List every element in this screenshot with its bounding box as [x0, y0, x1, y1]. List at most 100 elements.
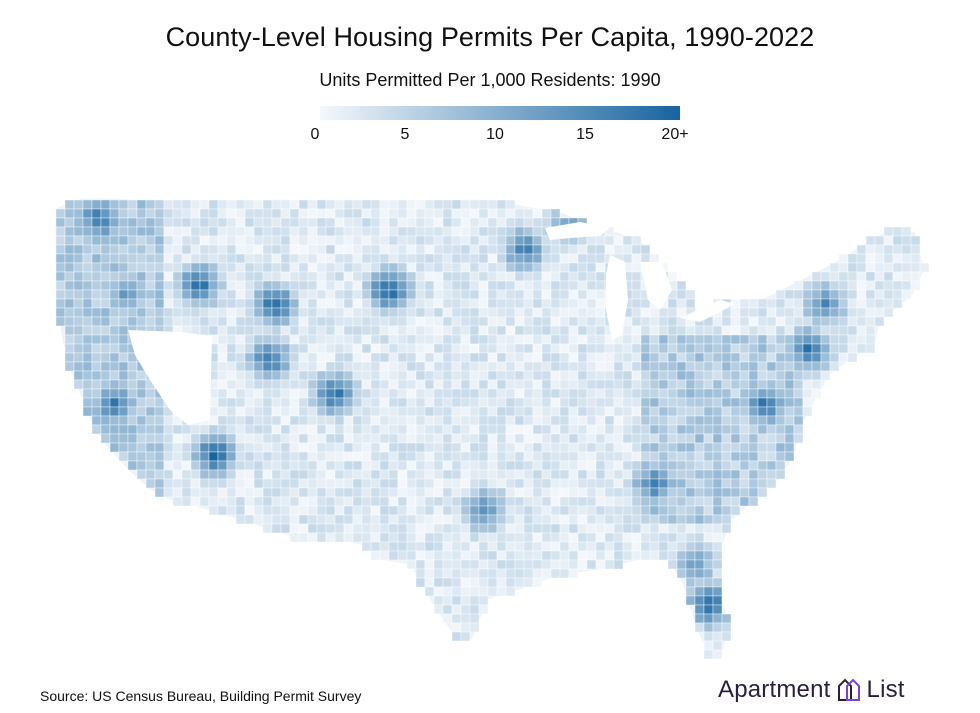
- county-cell: [865, 343, 876, 354]
- county-cell: [361, 298, 372, 309]
- county-cell: [388, 424, 399, 435]
- county-cell: [811, 280, 822, 291]
- county-cell: [172, 226, 183, 237]
- county-cell: [190, 271, 201, 282]
- county-cell: [676, 307, 687, 318]
- county-cell: [424, 352, 435, 363]
- county-cell: [451, 361, 462, 372]
- county-cell: [685, 478, 696, 489]
- county-cell: [694, 523, 705, 534]
- county-cell: [109, 226, 120, 237]
- county-cell: [55, 217, 66, 228]
- county-cell: [199, 289, 210, 300]
- county-cell: [100, 415, 111, 426]
- county-cell: [487, 370, 498, 381]
- county-cell: [388, 370, 399, 381]
- county-cell: [694, 370, 705, 381]
- county-cell: [802, 406, 813, 417]
- county-cell: [703, 532, 714, 543]
- county-cell: [694, 379, 705, 390]
- county-cell: [145, 271, 156, 282]
- county-cell: [460, 496, 471, 507]
- county-cell: [190, 316, 201, 327]
- county-cell: [397, 478, 408, 489]
- county-cell: [316, 505, 327, 516]
- county-cell: [595, 325, 606, 336]
- county-cell: [487, 325, 498, 336]
- county-cell: [244, 460, 255, 471]
- county-cell: [676, 433, 687, 444]
- county-cell: [352, 235, 363, 246]
- county-cell: [334, 478, 345, 489]
- county-cell: [838, 352, 849, 363]
- county-cell: [424, 568, 435, 579]
- county-cell: [145, 460, 156, 471]
- county-cell: [595, 262, 606, 273]
- county-cell: [379, 253, 390, 264]
- county-cell: [361, 307, 372, 318]
- county-cell: [433, 478, 444, 489]
- county-cell: [712, 388, 723, 399]
- county-cell: [397, 244, 408, 255]
- county-cell: [424, 424, 435, 435]
- county-cell: [307, 523, 318, 534]
- county-cell: [658, 442, 669, 453]
- county-cell: [523, 550, 534, 561]
- county-cell: [478, 325, 489, 336]
- county-cell: [541, 334, 552, 345]
- county-cell: [415, 199, 426, 210]
- county-cell: [424, 397, 435, 408]
- county-cell: [397, 460, 408, 471]
- county-cell: [694, 505, 705, 516]
- county-cell: [550, 379, 561, 390]
- county-cell: [442, 469, 453, 480]
- county-cell: [505, 199, 516, 210]
- county-cell: [469, 478, 480, 489]
- county-cell: [676, 352, 687, 363]
- county-cell: [757, 397, 768, 408]
- county-cell: [397, 505, 408, 516]
- county-cell: [397, 406, 408, 417]
- county-cell: [631, 343, 642, 354]
- county-cell: [694, 361, 705, 372]
- county-cell: [433, 244, 444, 255]
- county-cell: [154, 262, 165, 273]
- county-cell: [199, 487, 210, 498]
- county-cell: [793, 280, 804, 291]
- county-cell: [388, 289, 399, 300]
- county-cell: [244, 442, 255, 453]
- county-cell: [514, 334, 525, 345]
- county-cell: [730, 505, 741, 516]
- county-cell: [487, 280, 498, 291]
- county-cell: [541, 496, 552, 507]
- county-cell: [217, 496, 228, 507]
- county-cell: [91, 307, 102, 318]
- county-cell: [730, 451, 741, 462]
- county-cell: [460, 550, 471, 561]
- county-cell: [181, 298, 192, 309]
- county-cell: [721, 622, 732, 633]
- county-cell: [226, 406, 237, 417]
- county-cell: [334, 271, 345, 282]
- county-cell: [667, 271, 678, 282]
- county-cell: [541, 316, 552, 327]
- county-cell: [289, 253, 300, 264]
- county-cell: [793, 424, 804, 435]
- county-cell: [451, 550, 462, 561]
- county-cell: [298, 226, 309, 237]
- county-cell: [748, 325, 759, 336]
- county-cell: [622, 379, 633, 390]
- county-cell: [757, 442, 768, 453]
- county-cell: [307, 478, 318, 489]
- county-cell: [478, 433, 489, 444]
- county-cell: [442, 415, 453, 426]
- county-cell: [433, 361, 444, 372]
- county-cell: [253, 442, 264, 453]
- county-cell: [532, 487, 543, 498]
- county-cell: [397, 352, 408, 363]
- county-cell: [604, 415, 615, 426]
- county-cell: [550, 550, 561, 561]
- county-cell: [289, 514, 300, 525]
- county-cell: [811, 370, 822, 381]
- county-cell: [865, 289, 876, 300]
